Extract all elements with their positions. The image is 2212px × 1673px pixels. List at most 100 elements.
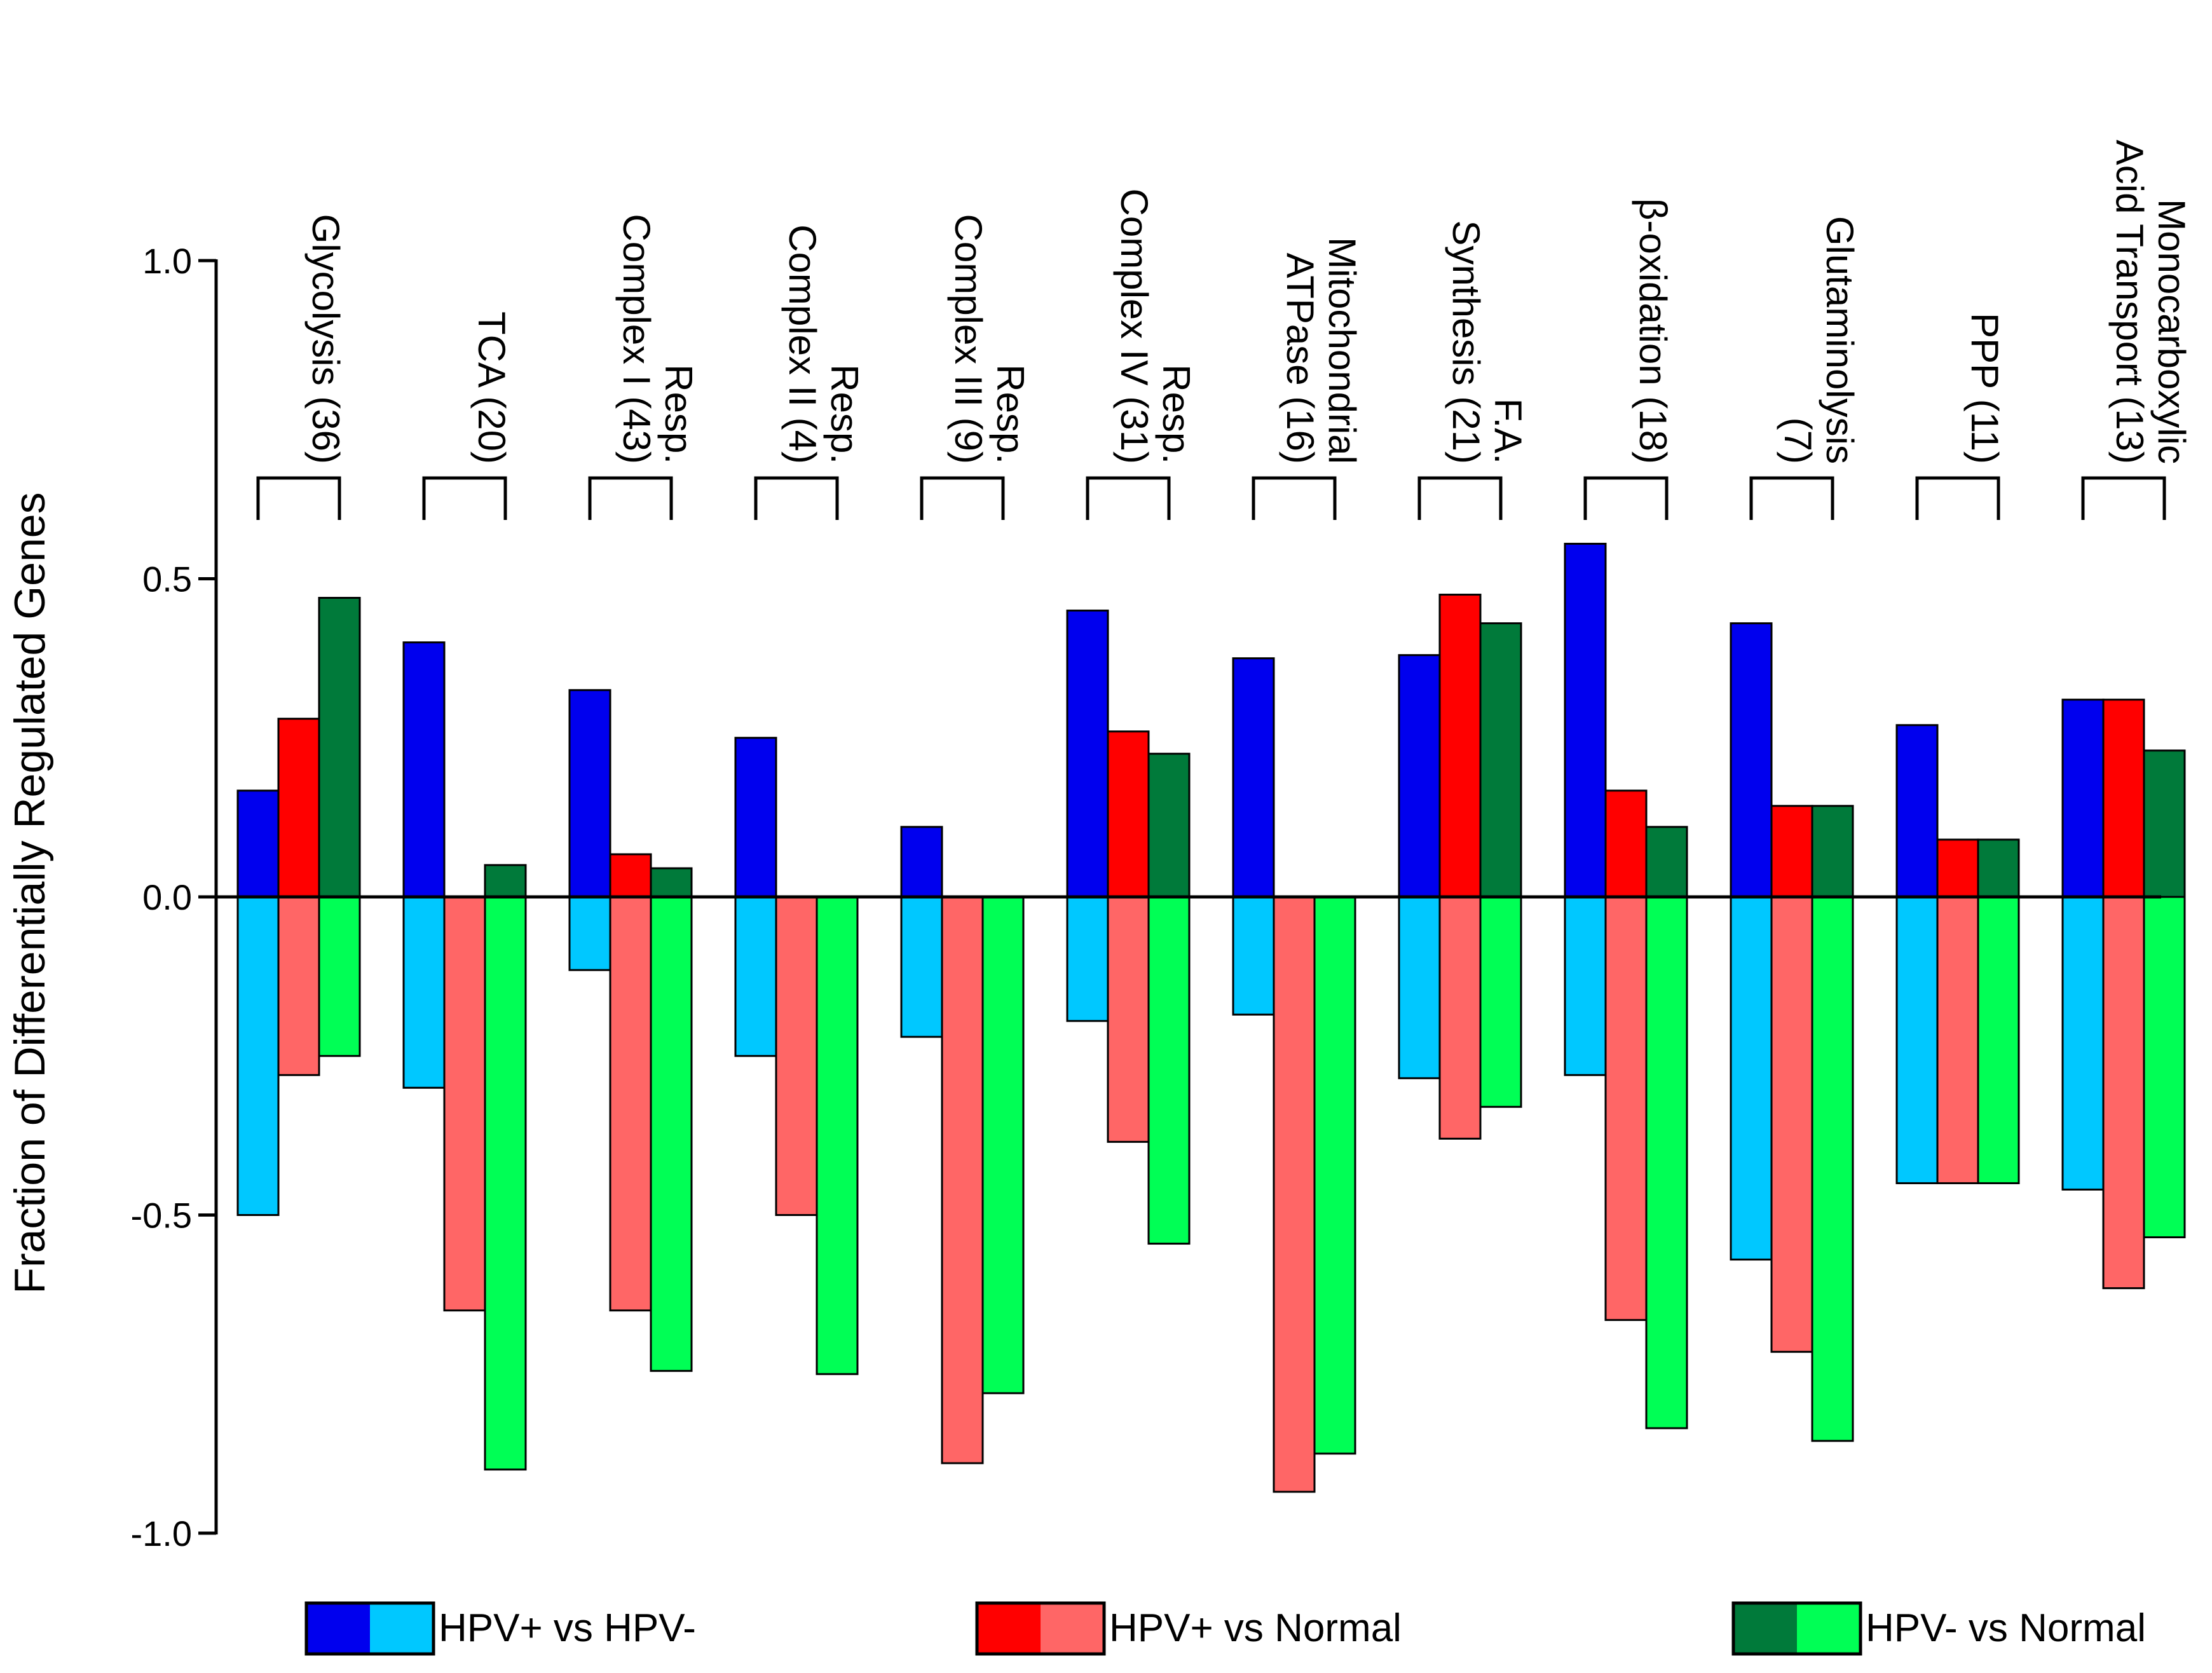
bar-down xyxy=(1645,896,1688,1430)
y-tick-label: -0.5 xyxy=(131,1196,193,1236)
bar-down xyxy=(1107,896,1150,1143)
bar-up xyxy=(2061,699,2105,898)
bar-up xyxy=(1936,838,1979,898)
bar-down xyxy=(1147,896,1191,1245)
bar-down xyxy=(318,896,361,1057)
category-label: Resp.Complex III (9) xyxy=(947,214,1032,464)
category-bracket xyxy=(1417,476,1503,520)
bar-up xyxy=(1479,622,1522,898)
category-label-line: PPP (11) xyxy=(1963,313,2006,464)
legend: HPV+ vs HPV- HPV+ vs Normal HPV- vs Normal xyxy=(304,1601,2146,1656)
category-label-line: Complex II (4) xyxy=(781,224,824,464)
category-label: Resp.Complex I (43) xyxy=(615,214,700,464)
category-label-line: Glutaminolysis xyxy=(1819,216,1861,464)
bar-up xyxy=(1107,730,1150,898)
bar-up xyxy=(1895,724,1939,898)
legend-swatch-down xyxy=(1041,1603,1104,1654)
bar-down xyxy=(609,896,652,1312)
bar-up xyxy=(650,867,693,898)
legend-swatch-border xyxy=(975,1601,1106,1656)
category-label-line: Acid Transport (13) xyxy=(2108,140,2151,464)
bar-down xyxy=(1604,896,1648,1321)
bar-up xyxy=(1645,826,1688,898)
bar-down xyxy=(1811,896,1854,1442)
y-tick-label: 0.0 xyxy=(142,877,192,917)
bar-down xyxy=(1936,896,1979,1184)
y-axis: 1.0 0.5 0.0 -0.5 -1.0 xyxy=(131,241,2161,1554)
bar-up xyxy=(1977,838,2020,898)
category-label-line: β-oxidation (18) xyxy=(1632,198,1674,464)
category-label-line: F.A. xyxy=(1487,399,1529,464)
bar-up xyxy=(734,737,777,898)
category-bracket xyxy=(920,476,1005,520)
category-label-line: Resp. xyxy=(657,364,700,464)
bar-up xyxy=(2102,699,2145,898)
bar-down xyxy=(650,896,693,1372)
y-tick-label: 1.0 xyxy=(142,241,192,281)
category-bracket xyxy=(1915,476,2000,520)
bar-up xyxy=(1770,805,1813,898)
category-bracket xyxy=(754,476,839,520)
bar-up xyxy=(1811,805,1854,898)
bar-down xyxy=(2061,896,2105,1191)
category-label: β-oxidation (18) xyxy=(1632,198,1674,464)
legend-swatch-up xyxy=(977,1603,1041,1654)
y-axis-label: Fraction of Differentially Regulated Gen… xyxy=(6,492,54,1294)
category-bracket xyxy=(1583,476,1669,520)
category-label: PPP (11) xyxy=(1963,313,2006,464)
bar-down xyxy=(981,896,1025,1395)
bar-up xyxy=(1398,654,1441,898)
category-label-line: Mitochondrial xyxy=(1321,237,1363,464)
category-label-line: Complex IV (31) xyxy=(1113,189,1156,464)
category-label-line: Resp. xyxy=(1155,364,1198,464)
bar-down xyxy=(236,896,280,1216)
category-label: Resp.Complex II (4) xyxy=(781,224,866,464)
bar-down xyxy=(1313,896,1356,1455)
category-label-line: ATPase (16) xyxy=(1279,253,1321,464)
bar-down xyxy=(1479,896,1522,1108)
bar-down xyxy=(2102,896,2145,1290)
category-label: Glycolysis (36) xyxy=(304,214,347,464)
bar-down xyxy=(1398,896,1441,1079)
bar-up xyxy=(277,718,320,898)
bar-down xyxy=(1770,896,1813,1353)
bar-down xyxy=(816,896,859,1376)
legend-swatch-up xyxy=(306,1603,370,1654)
bar-up xyxy=(2143,749,2186,898)
bar-up xyxy=(609,853,652,898)
category-labels: Glycolysis (36) TCA (20) Resp.Complex I (4… xyxy=(256,140,2193,520)
bar-down xyxy=(1273,896,1316,1493)
category-label-line: (7) xyxy=(1777,418,1819,464)
category-label: F.A.Synthesis (21) xyxy=(1445,221,1529,465)
bar-down xyxy=(1730,896,1773,1261)
category-label-line: Complex III (9) xyxy=(947,214,990,464)
bar-up xyxy=(402,641,446,898)
bar-up xyxy=(1730,622,1773,898)
legend-swatch-border xyxy=(304,1601,435,1656)
category-bracket xyxy=(1086,476,1171,520)
y-tick-label: -1.0 xyxy=(131,1513,193,1554)
bar-up xyxy=(1066,610,1109,898)
bar-up xyxy=(1564,542,1607,898)
bar-down xyxy=(900,896,943,1038)
category-label-line: Resp. xyxy=(823,364,866,464)
category-bracket xyxy=(588,476,673,520)
bar-down xyxy=(1438,896,1482,1140)
legend-swatch-down xyxy=(370,1603,434,1654)
category-label: Glutaminolysis(7) xyxy=(1777,216,1861,464)
legend-label: HPV- vs Normal xyxy=(1866,1606,2146,1650)
bar-down xyxy=(734,896,777,1057)
legend-swatch-border xyxy=(1731,1601,1862,1656)
bar-down xyxy=(2143,896,2186,1239)
category-label-line: TCA (20) xyxy=(470,311,513,464)
bar-down xyxy=(775,896,818,1216)
bar-up xyxy=(1147,753,1191,898)
bar-down xyxy=(443,896,486,1312)
bar-down xyxy=(1232,896,1275,1016)
legend-swatch-down xyxy=(1797,1603,1860,1654)
bar-down xyxy=(277,896,320,1076)
bar-down xyxy=(1564,896,1607,1076)
